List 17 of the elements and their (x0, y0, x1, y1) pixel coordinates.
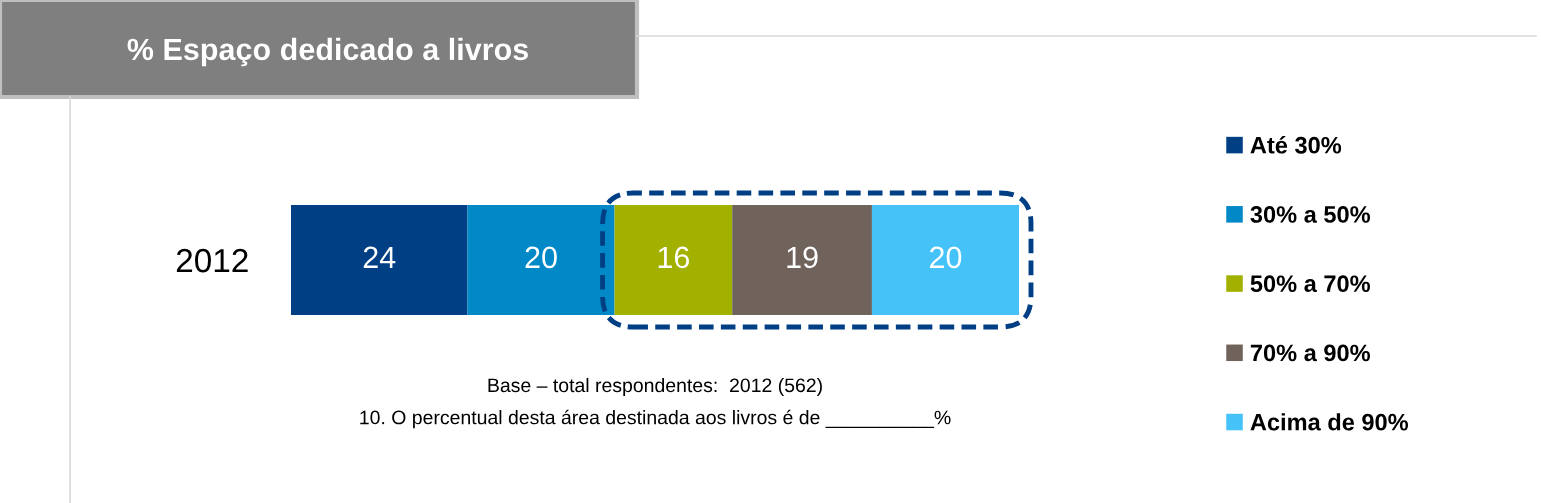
legend-label: 70% a 90% (1250, 344, 1370, 362)
text: Base – total respondentes: 2012 (562) (488, 377, 822, 397)
legend-label: Até 30% (1250, 136, 1342, 154)
y-tick-label: 2012 (176, 248, 248, 273)
data-label: 24 (363, 246, 396, 268)
data-label: 16 (658, 246, 690, 269)
legend-label: Acima de 90% (1250, 413, 1409, 431)
data-label: 19 (787, 246, 818, 269)
legend-label: 50% a 70% (1250, 275, 1370, 293)
legend-label: 30% a 50% (1250, 206, 1370, 223)
bar (291, 205, 468, 315)
bar (732, 205, 872, 315)
bar (614, 205, 733, 315)
data-label: 20 (525, 246, 557, 269)
data-label: 20 (930, 246, 962, 269)
chart-title: % Espaço dedicado a livros (127, 37, 528, 67)
text: 10. O percentual desta área destinada aos livros é de __________% (360, 409, 951, 429)
